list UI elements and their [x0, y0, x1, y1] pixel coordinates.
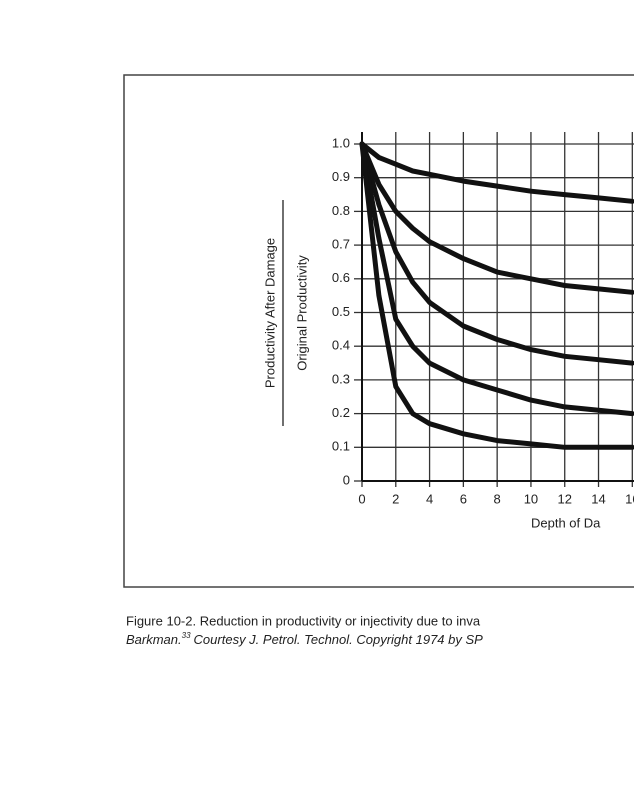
- x-tick-label: 10: [524, 491, 538, 506]
- x-tick-label: 2: [392, 491, 399, 506]
- x-tick-label: 14: [591, 491, 605, 506]
- curve: [359, 141, 634, 450]
- figure-frame: [123, 74, 634, 588]
- y-tick-label: 0.6: [332, 270, 350, 285]
- x-tick-label: 8: [494, 491, 501, 506]
- caption-line-1: Figure 10-2. Reduction in productivity o…: [126, 613, 481, 628]
- caption-line-2: Barkman.33 Courtesy J. Petrol. Technol. C…: [126, 631, 483, 647]
- y-tick-label: 0.1: [332, 439, 350, 454]
- y-tick-label: 0.7: [332, 237, 350, 252]
- y-tick-label: 0.2: [332, 405, 350, 420]
- y-tick-label: 0.8: [332, 203, 350, 218]
- y-label-bottom: Original Productivity: [294, 255, 309, 371]
- y-tick-label: 0: [343, 472, 350, 487]
- y-tick-label: 0.5: [332, 304, 350, 319]
- x-tick-label: 4: [426, 491, 433, 506]
- curve: [359, 141, 634, 204]
- x-label: Depth of Da: [531, 515, 601, 530]
- caption-ref: 33: [182, 631, 191, 640]
- x-tick-label: 16: [625, 491, 634, 506]
- curve: [359, 141, 634, 366]
- caption-author: Barkman.: [126, 632, 182, 647]
- x-tick-label: 12: [557, 491, 571, 506]
- curve: [359, 141, 634, 417]
- x-tick-label: 6: [460, 491, 467, 506]
- y-tick-label: 0.3: [332, 371, 350, 386]
- curve: [359, 141, 634, 295]
- x-tick-label: 0: [358, 491, 365, 506]
- y-tick-label: 0.4: [332, 338, 350, 353]
- y-label-top: Productivity After Damage: [262, 238, 277, 388]
- y-tick-label: 0.9: [332, 169, 350, 184]
- y-tick-label: 1.0: [332, 135, 350, 150]
- caption-rest: Courtesy J. Petrol. Technol. Copyright 1…: [194, 632, 484, 647]
